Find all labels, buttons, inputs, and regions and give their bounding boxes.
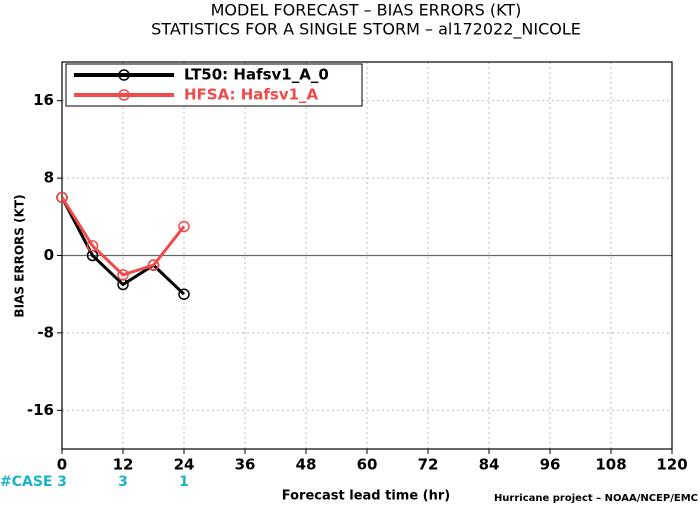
- y-axis-label: BIAS ERRORS (KT): [13, 194, 27, 317]
- series-line: [60, 196, 186, 296]
- x-tick-label: 96: [540, 456, 561, 474]
- case-count: 3: [118, 474, 128, 490]
- case-label: #CASE: [0, 474, 53, 490]
- point: [178, 220, 190, 233]
- x-tick-label: 12: [113, 456, 134, 474]
- plot-frame: [61, 61, 673, 450]
- case-count: 1: [179, 474, 189, 490]
- legend-box: [65, 63, 363, 107]
- legend-label: LT50: Hafsv1_A_0: [184, 66, 329, 84]
- legend-label: HFSA: Hafsv1_A: [184, 86, 319, 104]
- y-tick-label: -16: [27, 401, 54, 419]
- legend-marker: [118, 89, 130, 101]
- x-tick-label: 24: [174, 456, 195, 474]
- chart-subtitle: STATISTICS FOR A SINGLE STORM – al172022…: [151, 20, 581, 40]
- x-tick-label: 108: [595, 456, 626, 474]
- x-tick-label: 72: [418, 456, 439, 474]
- series-line: [60, 196, 186, 277]
- footer: Hurricane project – NOAA/NCEP/EMC: [494, 493, 698, 504]
- x-tick-label: 0: [57, 456, 67, 474]
- case-count: 3: [57, 474, 67, 490]
- point: [56, 191, 68, 204]
- x-tick-label: 36: [235, 456, 256, 474]
- y-tick-label: 0: [44, 246, 54, 264]
- point: [147, 259, 160, 271]
- x-tick-label: 120: [656, 456, 687, 474]
- x-tick-label: 84: [479, 456, 500, 474]
- chart-title: MODEL FORECAST – BIAS ERRORS (KT): [211, 1, 522, 20]
- legend-marker: [118, 69, 130, 81]
- x-axis-label: Forecast lead time (hr): [282, 489, 450, 504]
- point: [86, 240, 99, 252]
- y-tick-label: -8: [37, 323, 54, 341]
- y-tick-label: 16: [33, 91, 54, 109]
- x-tick-label: 60: [357, 456, 378, 474]
- y-tick-label: 8: [44, 169, 54, 187]
- point: [178, 288, 190, 300]
- point: [117, 269, 129, 281]
- x-tick-label: 48: [296, 456, 317, 474]
